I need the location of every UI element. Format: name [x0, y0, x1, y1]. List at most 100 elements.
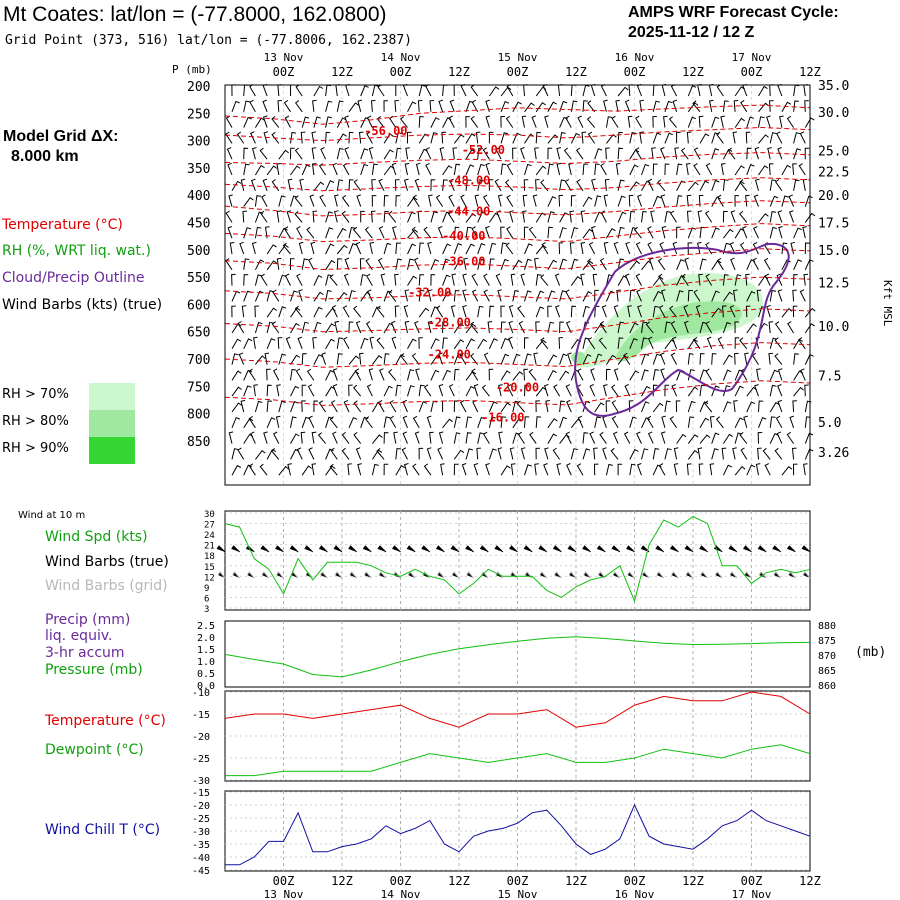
wind-barb	[225, 258, 233, 271]
wind-barb	[699, 417, 710, 429]
wind-barb	[686, 131, 692, 144]
wind-barb	[533, 352, 538, 365]
wind-barb-true	[494, 545, 504, 553]
wind-barb	[590, 83, 596, 97]
wind-barb	[711, 196, 721, 207]
precip-tick-label: 2.0	[197, 633, 215, 644]
wind-barb	[652, 195, 662, 207]
wind-barb	[715, 416, 724, 429]
wind-barb	[380, 273, 386, 286]
wind-barb	[383, 463, 389, 476]
wind-barb	[290, 165, 301, 176]
wind-barb	[641, 353, 650, 365]
wind-barb	[523, 179, 529, 191]
wind-barb	[616, 289, 621, 302]
wind-barb	[636, 431, 642, 444]
wind-barb	[742, 226, 748, 239]
wind-barb	[522, 210, 527, 223]
wind-barb	[603, 194, 609, 207]
wind-barb	[341, 194, 350, 207]
wind-barb-true	[772, 545, 782, 553]
wind-barb	[535, 165, 547, 176]
wind-barb	[238, 352, 245, 365]
wind-barb	[705, 321, 713, 334]
wind-barb	[687, 449, 699, 460]
wind-barb	[254, 117, 265, 128]
wind-barb	[594, 163, 600, 176]
wind-barb	[535, 102, 546, 113]
wind-barb	[357, 99, 363, 112]
wind-barb	[565, 320, 572, 334]
wind-barb	[394, 273, 399, 286]
wind-barb	[508, 305, 514, 318]
wind-barb	[764, 463, 771, 476]
wind-barb	[418, 289, 425, 302]
wind-barb	[343, 399, 350, 413]
wind-barb	[383, 100, 388, 112]
precip-tick-label: 0.0	[197, 681, 215, 692]
wind-barb	[290, 401, 299, 413]
wind-barb	[278, 227, 288, 239]
wind-barb	[732, 447, 737, 460]
wind-barb	[344, 257, 350, 270]
wind-barb	[657, 179, 666, 192]
wind-barb	[447, 210, 455, 223]
chill-tick-label: -40	[192, 853, 210, 864]
wind-barb	[699, 226, 706, 239]
wind-barb	[243, 227, 252, 239]
kft-axis-label: Kft MSL	[881, 280, 894, 327]
wind-barb	[675, 400, 681, 413]
wind-barb-true	[333, 545, 343, 553]
wind-barb	[553, 384, 561, 397]
wind-barb	[699, 180, 709, 192]
wind-barb	[565, 384, 572, 397]
wind-barb	[524, 163, 532, 176]
wind-barb	[231, 402, 242, 413]
wind-barb	[582, 196, 593, 207]
wind-barb	[720, 163, 726, 176]
wind-barb	[711, 179, 720, 191]
wind-barb	[311, 163, 317, 176]
bottom-hour-label: 12Z	[331, 874, 353, 888]
wind-barb	[669, 210, 678, 223]
wind-barb	[243, 258, 250, 270]
wind-barb	[231, 84, 236, 97]
wind-barb	[504, 179, 514, 192]
wind-barb	[613, 241, 619, 255]
wind-barb	[313, 400, 319, 413]
wind-barb	[641, 321, 648, 334]
chill-tick-label: -25	[192, 814, 210, 825]
wind-barb	[231, 353, 239, 365]
wind-barb	[488, 242, 497, 255]
top-day-label: 13 Nov	[264, 51, 304, 64]
pressure-tick-label: 550	[187, 271, 210, 286]
wind-barb	[418, 116, 424, 128]
wind-barb	[441, 131, 447, 144]
wind-barb	[639, 131, 644, 144]
temp-contour	[224, 126, 811, 142]
wind-barb	[294, 147, 303, 160]
model-grid-label: Model Grid ΔX:	[3, 128, 119, 145]
kft-tick-label: 5.0	[818, 416, 841, 431]
pressure-tick-label: 650	[187, 326, 210, 341]
wind-barb	[465, 179, 472, 191]
wind-barb	[470, 84, 479, 97]
wind-barb	[435, 194, 444, 207]
wind-barb	[231, 305, 236, 318]
wind-barb	[708, 83, 714, 97]
wind-barb	[473, 384, 479, 397]
wind-barb-grid	[334, 571, 343, 579]
wind-barb	[777, 399, 783, 413]
wind-barb	[226, 147, 233, 160]
wind-barb	[754, 147, 760, 160]
pressure-tick-label: 700	[187, 353, 210, 368]
wind-barb	[500, 163, 507, 176]
wind-barb	[228, 431, 234, 444]
wind-barb	[792, 400, 797, 413]
wind-barb	[336, 179, 344, 191]
wind-barb	[611, 115, 619, 128]
pressure-axis-label: P (mb)	[172, 63, 212, 76]
wind-barb	[565, 431, 572, 444]
legend-barbs-true: Wind Barbs (true)	[45, 554, 169, 570]
wind-barb	[617, 211, 627, 223]
